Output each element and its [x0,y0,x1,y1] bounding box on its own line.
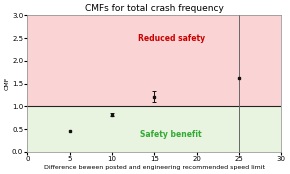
Title: CMFs for total crash frequency: CMFs for total crash frequency [85,4,224,13]
Bar [27,106,281,152]
Bar [27,15,281,106]
Text: Safety benefit: Safety benefit [140,130,202,139]
X-axis label: Difference beween posted and engineering recommended speed limit: Difference beween posted and engineering… [44,165,265,170]
Y-axis label: CMF: CMF [4,77,9,90]
Text: Reduced safety: Reduced safety [138,34,205,42]
